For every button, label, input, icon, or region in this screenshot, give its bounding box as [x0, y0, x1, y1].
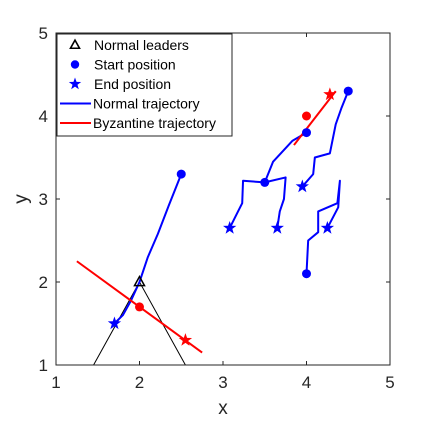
legend-label-byzantine-trajectory: Byzantine trajectory — [93, 115, 216, 131]
end-position-marker-3 — [270, 221, 284, 234]
legend-label-start-position: Start position — [94, 57, 176, 73]
end-position-marker-2 — [223, 221, 237, 234]
start-position-marker-4 — [343, 86, 353, 96]
y-axis-label: y — [11, 194, 32, 204]
end-position-marker-1 — [107, 316, 122, 330]
normal-trajectory-4 — [301, 90, 350, 188]
x-tick-label-2: 2 — [135, 373, 144, 392]
byzantine-end-marker-1 — [178, 333, 193, 346]
normal-trajectory-3 — [263, 131, 308, 229]
legend-marker-normal-leaders — [69, 38, 81, 50]
y-tick-label-1: 1 — [39, 356, 48, 375]
legend-label-normal-trajectory: Normal trajectory — [93, 96, 200, 112]
legend-label-normal-leaders: Normal leaders — [94, 37, 189, 53]
byzantine-start-marker-2 — [302, 111, 311, 121]
plot-area — [76, 86, 353, 365]
byzantine-start-marker-1 — [135, 302, 144, 312]
x-tick-label-4: 4 — [302, 373, 311, 392]
legend-label-end-position: End position — [94, 76, 171, 92]
legend-box — [56, 33, 233, 137]
y-tick-label-5: 5 — [39, 24, 48, 43]
normal-leader-marker — [133, 275, 146, 287]
legend-marker-start-position — [70, 60, 80, 69]
y-tick-label-2: 2 — [39, 273, 48, 292]
end-position-marker-4 — [295, 179, 309, 193]
legend-marker-end-position — [68, 77, 82, 90]
x-tick-label-3: 3 — [218, 373, 227, 392]
start-position-marker-2 — [260, 177, 270, 187]
byzantine-end-marker-2 — [323, 87, 337, 101]
normal-trajectory-2 — [228, 179, 265, 229]
axis-ticks: 1 2 3 4 5 1 2 3 4 5 — [39, 24, 395, 392]
start-position-marker-1 — [176, 169, 186, 179]
y-tick-label-3: 3 — [39, 190, 48, 209]
x-tick-label-5: 5 — [385, 373, 394, 392]
normal-trajectory-5 — [305, 179, 341, 274]
start-position-marker-3 — [302, 128, 311, 138]
y-tick-label-4: 4 — [39, 107, 48, 126]
plot-content — [76, 86, 353, 365]
byzantine-trajectory-2 — [293, 90, 337, 146]
x-tick-label-1: 1 — [51, 373, 60, 392]
end-position-marker-5 — [320, 221, 335, 234]
legend: Normal leaders Start position End position… — [56, 33, 233, 137]
x-axis-label: x — [218, 398, 228, 419]
start-position-marker-5 — [302, 269, 311, 279]
normal-trajectory-1 — [113, 173, 183, 325]
